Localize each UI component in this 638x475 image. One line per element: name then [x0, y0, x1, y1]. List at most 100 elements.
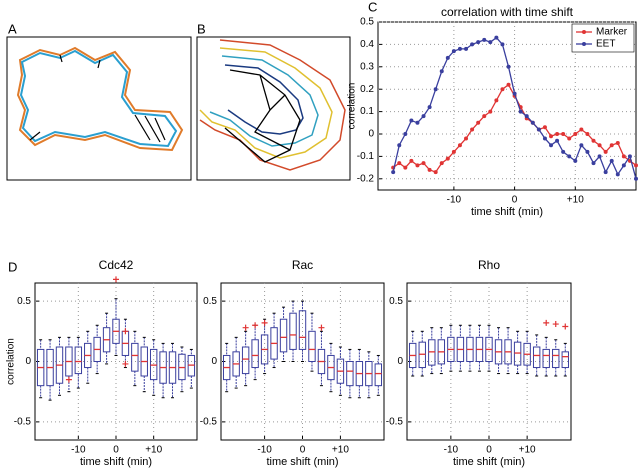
point: [409, 118, 414, 123]
point: [457, 46, 462, 51]
point: [494, 35, 499, 40]
x-axis-label: time shift (min): [471, 206, 543, 218]
box: [74, 346, 83, 375]
point: [403, 132, 408, 136]
point: [542, 125, 547, 130]
legend-box: [571, 23, 635, 53]
point: [634, 163, 638, 168]
point: [512, 91, 517, 96]
x-tick-label: 0: [300, 445, 306, 456]
y-tick-label: 0.2: [360, 84, 374, 95]
box: [279, 318, 288, 353]
point: [585, 149, 590, 154]
point: [609, 158, 614, 163]
point: [445, 55, 450, 60]
chart-title: Rho: [478, 258, 500, 272]
point: [464, 46, 469, 51]
point: [530, 120, 535, 125]
box: [561, 351, 569, 369]
point: [488, 40, 493, 45]
y-tick-label: -0.5: [200, 417, 218, 428]
box: [308, 330, 316, 362]
point: [603, 170, 608, 175]
point: [561, 132, 566, 136]
chart-title: correlation with time shift: [441, 5, 574, 19]
point: [415, 163, 420, 168]
point: [391, 170, 396, 175]
outlier: [122, 360, 129, 367]
box: [552, 348, 560, 369]
outlier: [318, 324, 325, 331]
point: [549, 143, 554, 148]
y-tick-label: 0: [368, 129, 374, 140]
point: [524, 114, 529, 119]
point: [403, 165, 408, 170]
point: [433, 87, 438, 92]
outlier: [562, 323, 569, 330]
y-tick-label: 0.5: [17, 296, 31, 307]
point: [555, 138, 560, 143]
point: [500, 42, 505, 47]
point: [451, 149, 456, 154]
point: [627, 154, 632, 159]
panel-label: D: [8, 259, 17, 274]
point: [445, 156, 450, 161]
x-tick-label: 0: [113, 445, 119, 456]
point: [433, 170, 438, 175]
point: [573, 158, 578, 163]
point: [451, 49, 456, 54]
legend-marker: [582, 30, 586, 34]
outlier: [242, 324, 249, 331]
point: [470, 42, 475, 47]
chart-title: Rac: [292, 258, 313, 272]
y-axis-label: correlation: [6, 338, 17, 385]
y-tick-label: 0.5: [360, 17, 374, 28]
x-axis-label: time shift (min): [266, 456, 338, 468]
y-tick-label: 0.1: [360, 106, 374, 117]
outlier: [113, 276, 119, 283]
point: [634, 176, 638, 181]
y-tick-label: -0.5: [386, 417, 404, 428]
x-axis-label: time shift (min): [453, 456, 525, 468]
point: [500, 87, 505, 92]
point: [615, 140, 620, 145]
y-tick-label: 0.5: [203, 296, 217, 307]
box: [241, 346, 250, 375]
x-tick-label: +10: [332, 445, 349, 456]
x-tick-label: -10: [257, 445, 272, 456]
point: [470, 127, 475, 132]
point: [603, 149, 608, 154]
y-tick-label: -0.2: [357, 173, 375, 184]
legend-marker: [582, 42, 586, 46]
y-tick-label: 0: [25, 356, 31, 367]
y-axis-label: correlation: [347, 83, 358, 130]
point: [585, 132, 590, 136]
outlier: [552, 321, 559, 328]
point: [409, 158, 414, 163]
point: [506, 64, 511, 69]
point: [549, 134, 554, 139]
point: [476, 40, 481, 45]
y-tick-label: 0.4: [360, 39, 374, 50]
point: [579, 143, 584, 148]
x-tick-label: 0: [486, 445, 492, 456]
point: [415, 120, 420, 125]
point: [561, 149, 566, 154]
point: [536, 127, 541, 132]
point: [555, 132, 560, 136]
point: [579, 127, 584, 132]
outlier: [543, 319, 550, 326]
box: [532, 346, 541, 369]
y-tick-label: 0: [211, 356, 217, 367]
legend-label: EET: [596, 39, 615, 50]
point: [621, 154, 626, 159]
x-tick-label: -10: [447, 195, 462, 206]
point: [494, 98, 499, 103]
y-tick-label: 0.3: [360, 61, 374, 72]
box: [131, 342, 139, 372]
panel-label: A: [8, 21, 17, 36]
point: [482, 37, 487, 42]
x-tick-label: 0: [512, 195, 518, 206]
panel-a-image: [6, 36, 192, 181]
